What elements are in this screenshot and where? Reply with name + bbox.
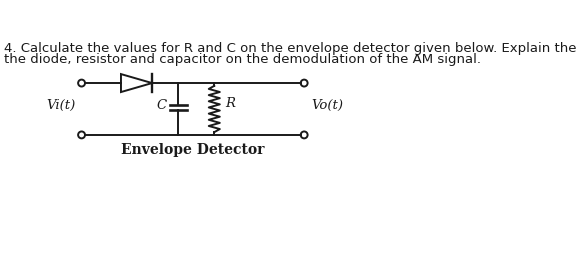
Text: Envelope Detector: Envelope Detector — [121, 143, 264, 157]
Text: C: C — [156, 99, 167, 112]
Text: Vo(t): Vo(t) — [311, 99, 343, 112]
Text: the diode, resistor and capacitor on the demodulation of the AM signal.: the diode, resistor and capacitor on the… — [4, 53, 481, 66]
Text: 4. Calculate the values for R and C on the envelope detector given below. Explai: 4. Calculate the values for R and C on t… — [4, 42, 577, 55]
Text: R: R — [226, 97, 235, 110]
Text: Vi(t): Vi(t) — [47, 99, 76, 112]
